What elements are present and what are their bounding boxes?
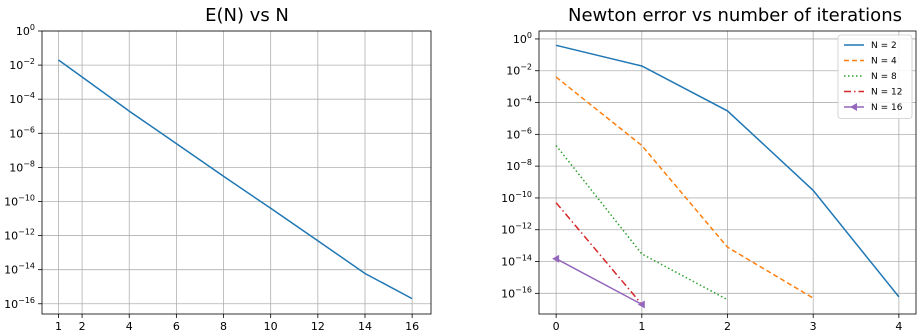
legend-label: N = 2 [871,41,897,51]
y-tick-label: 10−8 [506,158,532,173]
grid [42,30,431,314]
y-tick-label: 10−8 [9,159,35,174]
y-tick-label: 10−10 [4,193,35,208]
grid [539,31,916,314]
x-tick-label: 3 [810,320,817,333]
chart-newton-error: Newton error vs number of iterations 0 1 2… [501,5,917,333]
x-tick-label: 0 [553,320,560,333]
series-layer [58,59,413,300]
x-tick-label: 14 [358,320,372,333]
x-tick-label: 8 [220,320,227,333]
y-tick-label: 10−12 [501,222,532,237]
x-tick-label: 6 [173,320,180,333]
series-line-0 [555,44,900,298]
y-tick-label: 10−14 [4,262,35,277]
legend-label: N = 4 [871,57,897,67]
plot-frame [41,30,432,315]
series-line-0 [58,59,413,300]
x-tick-label: 1 [55,320,62,333]
x-tick-label: 12 [311,320,325,333]
series-line-3 [555,202,643,305]
x-tick-label: 10 [264,320,278,333]
x-tick-label: 2 [79,320,86,333]
x-axis: 1 2 4 6 8 10 12 14 16 [55,314,419,333]
chart-title: E(N) vs N [205,5,289,26]
y-tick-label: 10−2 [9,57,35,72]
y-axis: 100 10−2 10−4 10−6 10−8 10−10 10−12 10−14 10−16 [501,31,539,300]
legend: N = 2 N = 4 N = 8 N = 12 N = 16 [837,34,913,119]
y-tick-label: 10−14 [501,254,532,269]
x-tick-label: 2 [724,320,731,333]
chart-title: Newton error vs number of iterations [568,5,902,26]
series-layer [552,44,900,309]
x-tick-label: 16 [405,320,419,333]
x-tick-label: 4 [126,320,133,333]
y-tick-label: 10−6 [9,125,35,140]
legend-label: N = 16 [871,103,903,113]
series-line-4 [555,258,643,306]
y-tick-label: 10−2 [506,63,532,78]
y-tick-label: 10−4 [9,91,35,106]
series-line-1 [555,76,814,299]
y-tick-label: 10−16 [501,285,532,300]
y-tick-label: 10−12 [4,228,35,243]
y-tick-label: 10−6 [506,126,532,141]
legend-label: N = 12 [871,88,902,98]
y-tick-label: 10−10 [501,190,532,205]
legend-marker [850,103,857,111]
y-axis: 100 10−2 10−4 10−6 10−8 10−10 10−12 10−14 10−16 [4,23,42,311]
series-point-4 [552,254,560,263]
y-tick-label: 10−4 [506,95,532,110]
chart-e-vs-n: E(N) vs N 1 2 4 6 8 10 12 14 16 10010−210−410−61… [4,5,432,333]
x-axis: 0 1 2 3 4 [553,314,902,333]
y-tick-label: 100 [513,31,532,46]
x-tick-label: 1 [638,320,645,333]
legend-box [837,34,913,119]
legend-label: N = 8 [871,72,897,82]
y-tick-label: 10−16 [4,296,35,311]
x-tick-label: 4 [895,320,902,333]
series-point-4 [637,300,645,309]
y-tick-label: 100 [16,23,35,38]
